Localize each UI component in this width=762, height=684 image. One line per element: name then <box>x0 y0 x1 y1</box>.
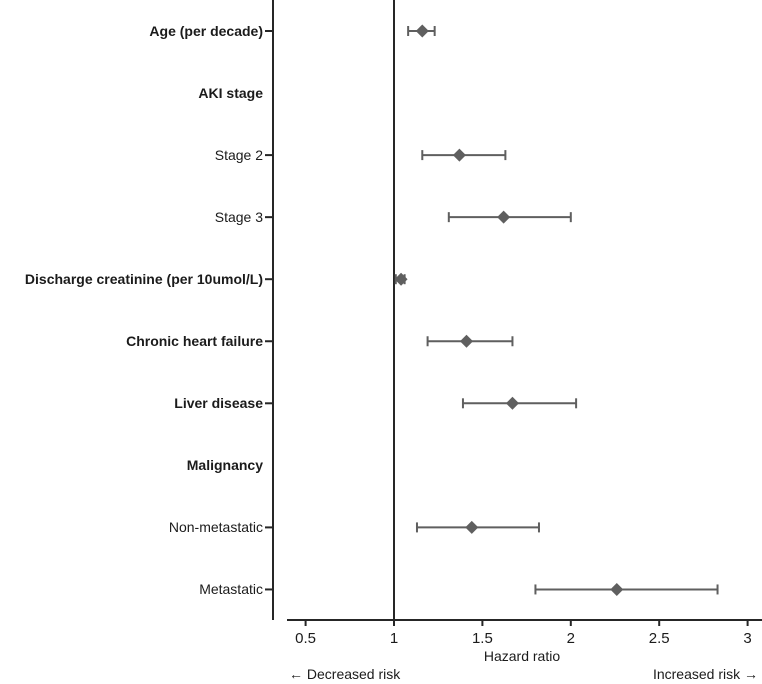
row-label: Discharge creatinine (per 10umol/L) <box>24 271 263 288</box>
hr-diamond <box>394 272 408 286</box>
x-tick-label: 1.5 <box>471 630 493 647</box>
x-tick-label: 1 <box>389 630 399 647</box>
row-label: Liver disease <box>174 395 263 412</box>
row-label: Chronic heart failure <box>126 333 263 350</box>
forest-row-marker <box>394 272 408 286</box>
hr-diamond <box>497 210 511 224</box>
hr-diamond <box>465 520 479 534</box>
hr-diamond <box>452 148 466 162</box>
row-label: Non-metastatic <box>168 519 263 536</box>
x-tick-label: 3 <box>743 630 752 647</box>
hr-diamond <box>415 24 429 38</box>
forest-row-marker <box>461 396 578 410</box>
forest-row-marker <box>421 148 507 162</box>
row-label: AKI stage <box>198 85 263 102</box>
decreased-risk-annotation: ← Decreased risk <box>289 666 401 682</box>
row-label: Stage 2 <box>214 147 263 164</box>
forest-row-marker <box>534 582 719 596</box>
forest-row-marker <box>415 520 540 534</box>
forest-row-marker <box>407 24 436 38</box>
row-label: Stage 3 <box>214 209 263 226</box>
row-label: Age (per decade) <box>149 23 263 39</box>
axes <box>272 0 762 626</box>
forest-row-marker <box>426 334 514 348</box>
x-tick-label: 2 <box>566 630 575 647</box>
hr-diamond <box>610 582 624 596</box>
x-tick-label: 2.5 <box>648 630 670 647</box>
row-label: Metastatic <box>199 581 263 598</box>
hr-diamond <box>459 334 473 348</box>
forest-rows <box>265 24 719 596</box>
row-label: Malignancy <box>186 457 263 474</box>
x-axis-title: Hazard ratio <box>483 648 561 664</box>
increased-risk-annotation: Increased risk → <box>652 666 758 682</box>
x-tick-label: 0.5 <box>295 630 317 647</box>
hr-diamond <box>505 396 519 410</box>
forest-row-marker <box>447 210 572 224</box>
